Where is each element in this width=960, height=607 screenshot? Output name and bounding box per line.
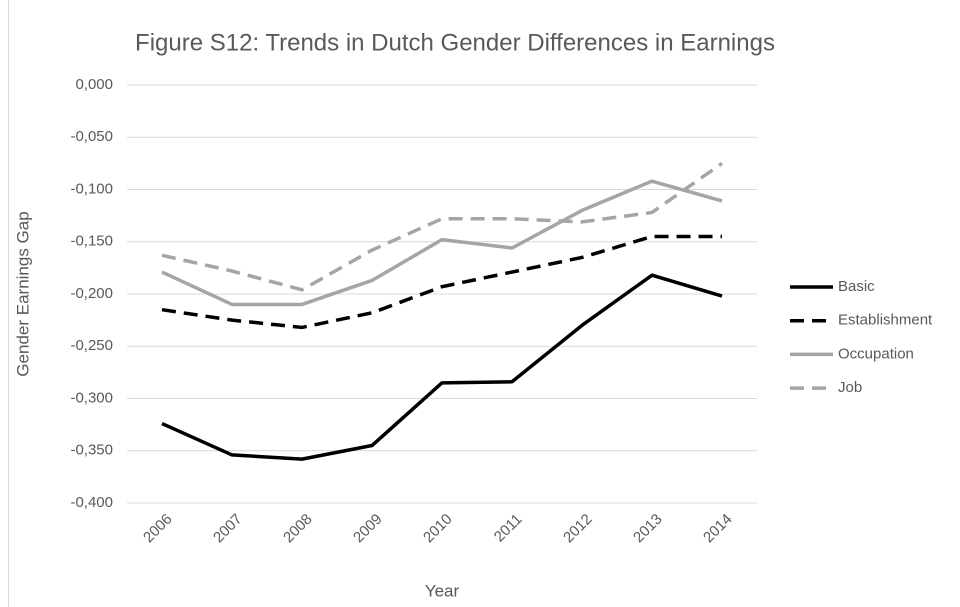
y-tick-label: -0,050 [70, 128, 113, 145]
legend-label: Job [838, 379, 862, 396]
series-line [161, 234, 722, 330]
series-line [161, 161, 724, 292]
y-tick-label: -0,250 [70, 337, 113, 354]
y-tick-label: -0,200 [70, 285, 113, 302]
series-line [161, 273, 723, 461]
chart-frame [8, 0, 960, 607]
legend-label: Occupation [838, 345, 914, 362]
chart-title: Figure S12: Trends in Dutch Gender Diffe… [135, 29, 775, 56]
y-tick-label: -0,150 [70, 233, 113, 250]
x-axis-title: Year [425, 581, 460, 600]
y-tick-label: -0,400 [70, 494, 113, 511]
y-tick-label: -0,100 [70, 180, 113, 197]
y-tick-label: 0,000 [75, 76, 113, 93]
y-tick-label: -0,350 [70, 442, 113, 459]
series-line [161, 179, 723, 307]
legend-label: Basic [838, 278, 875, 295]
y-tick-label: -0,300 [70, 389, 113, 406]
legend-label: Establishment [838, 312, 933, 329]
y-axis-title: Gender Earnings Gap [13, 211, 32, 376]
